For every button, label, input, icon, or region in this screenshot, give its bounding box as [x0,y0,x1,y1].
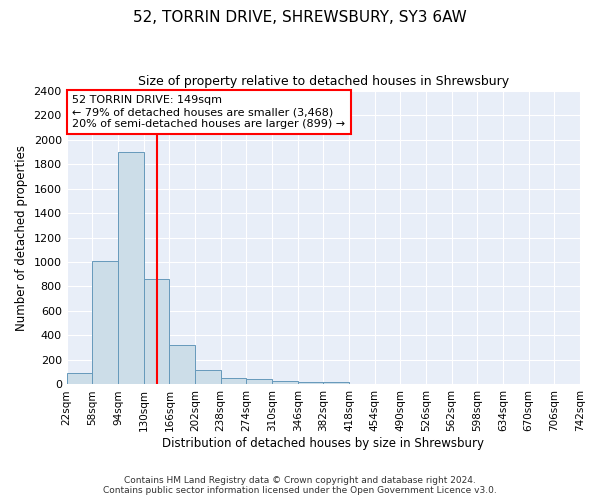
X-axis label: Distribution of detached houses by size in Shrewsbury: Distribution of detached houses by size … [163,437,484,450]
Bar [195,370,221,384]
Bar [247,379,272,384]
Bar [272,381,298,384]
Bar [92,261,118,384]
Title: Size of property relative to detached houses in Shrewsbury: Size of property relative to detached ho… [138,75,509,88]
Text: Contains HM Land Registry data © Crown copyright and database right 2024.
Contai: Contains HM Land Registry data © Crown c… [103,476,497,495]
Bar [323,382,349,384]
Text: 52, TORRIN DRIVE, SHREWSBURY, SY3 6AW: 52, TORRIN DRIVE, SHREWSBURY, SY3 6AW [133,10,467,25]
Text: 52 TORRIN DRIVE: 149sqm
← 79% of detached houses are smaller (3,468)
20% of semi: 52 TORRIN DRIVE: 149sqm ← 79% of detache… [73,96,346,128]
Bar [298,382,323,384]
Bar [169,346,195,385]
Bar [67,374,92,384]
Y-axis label: Number of detached properties: Number of detached properties [15,144,28,330]
Bar [118,152,143,384]
Bar [221,378,247,384]
Bar [143,279,169,384]
